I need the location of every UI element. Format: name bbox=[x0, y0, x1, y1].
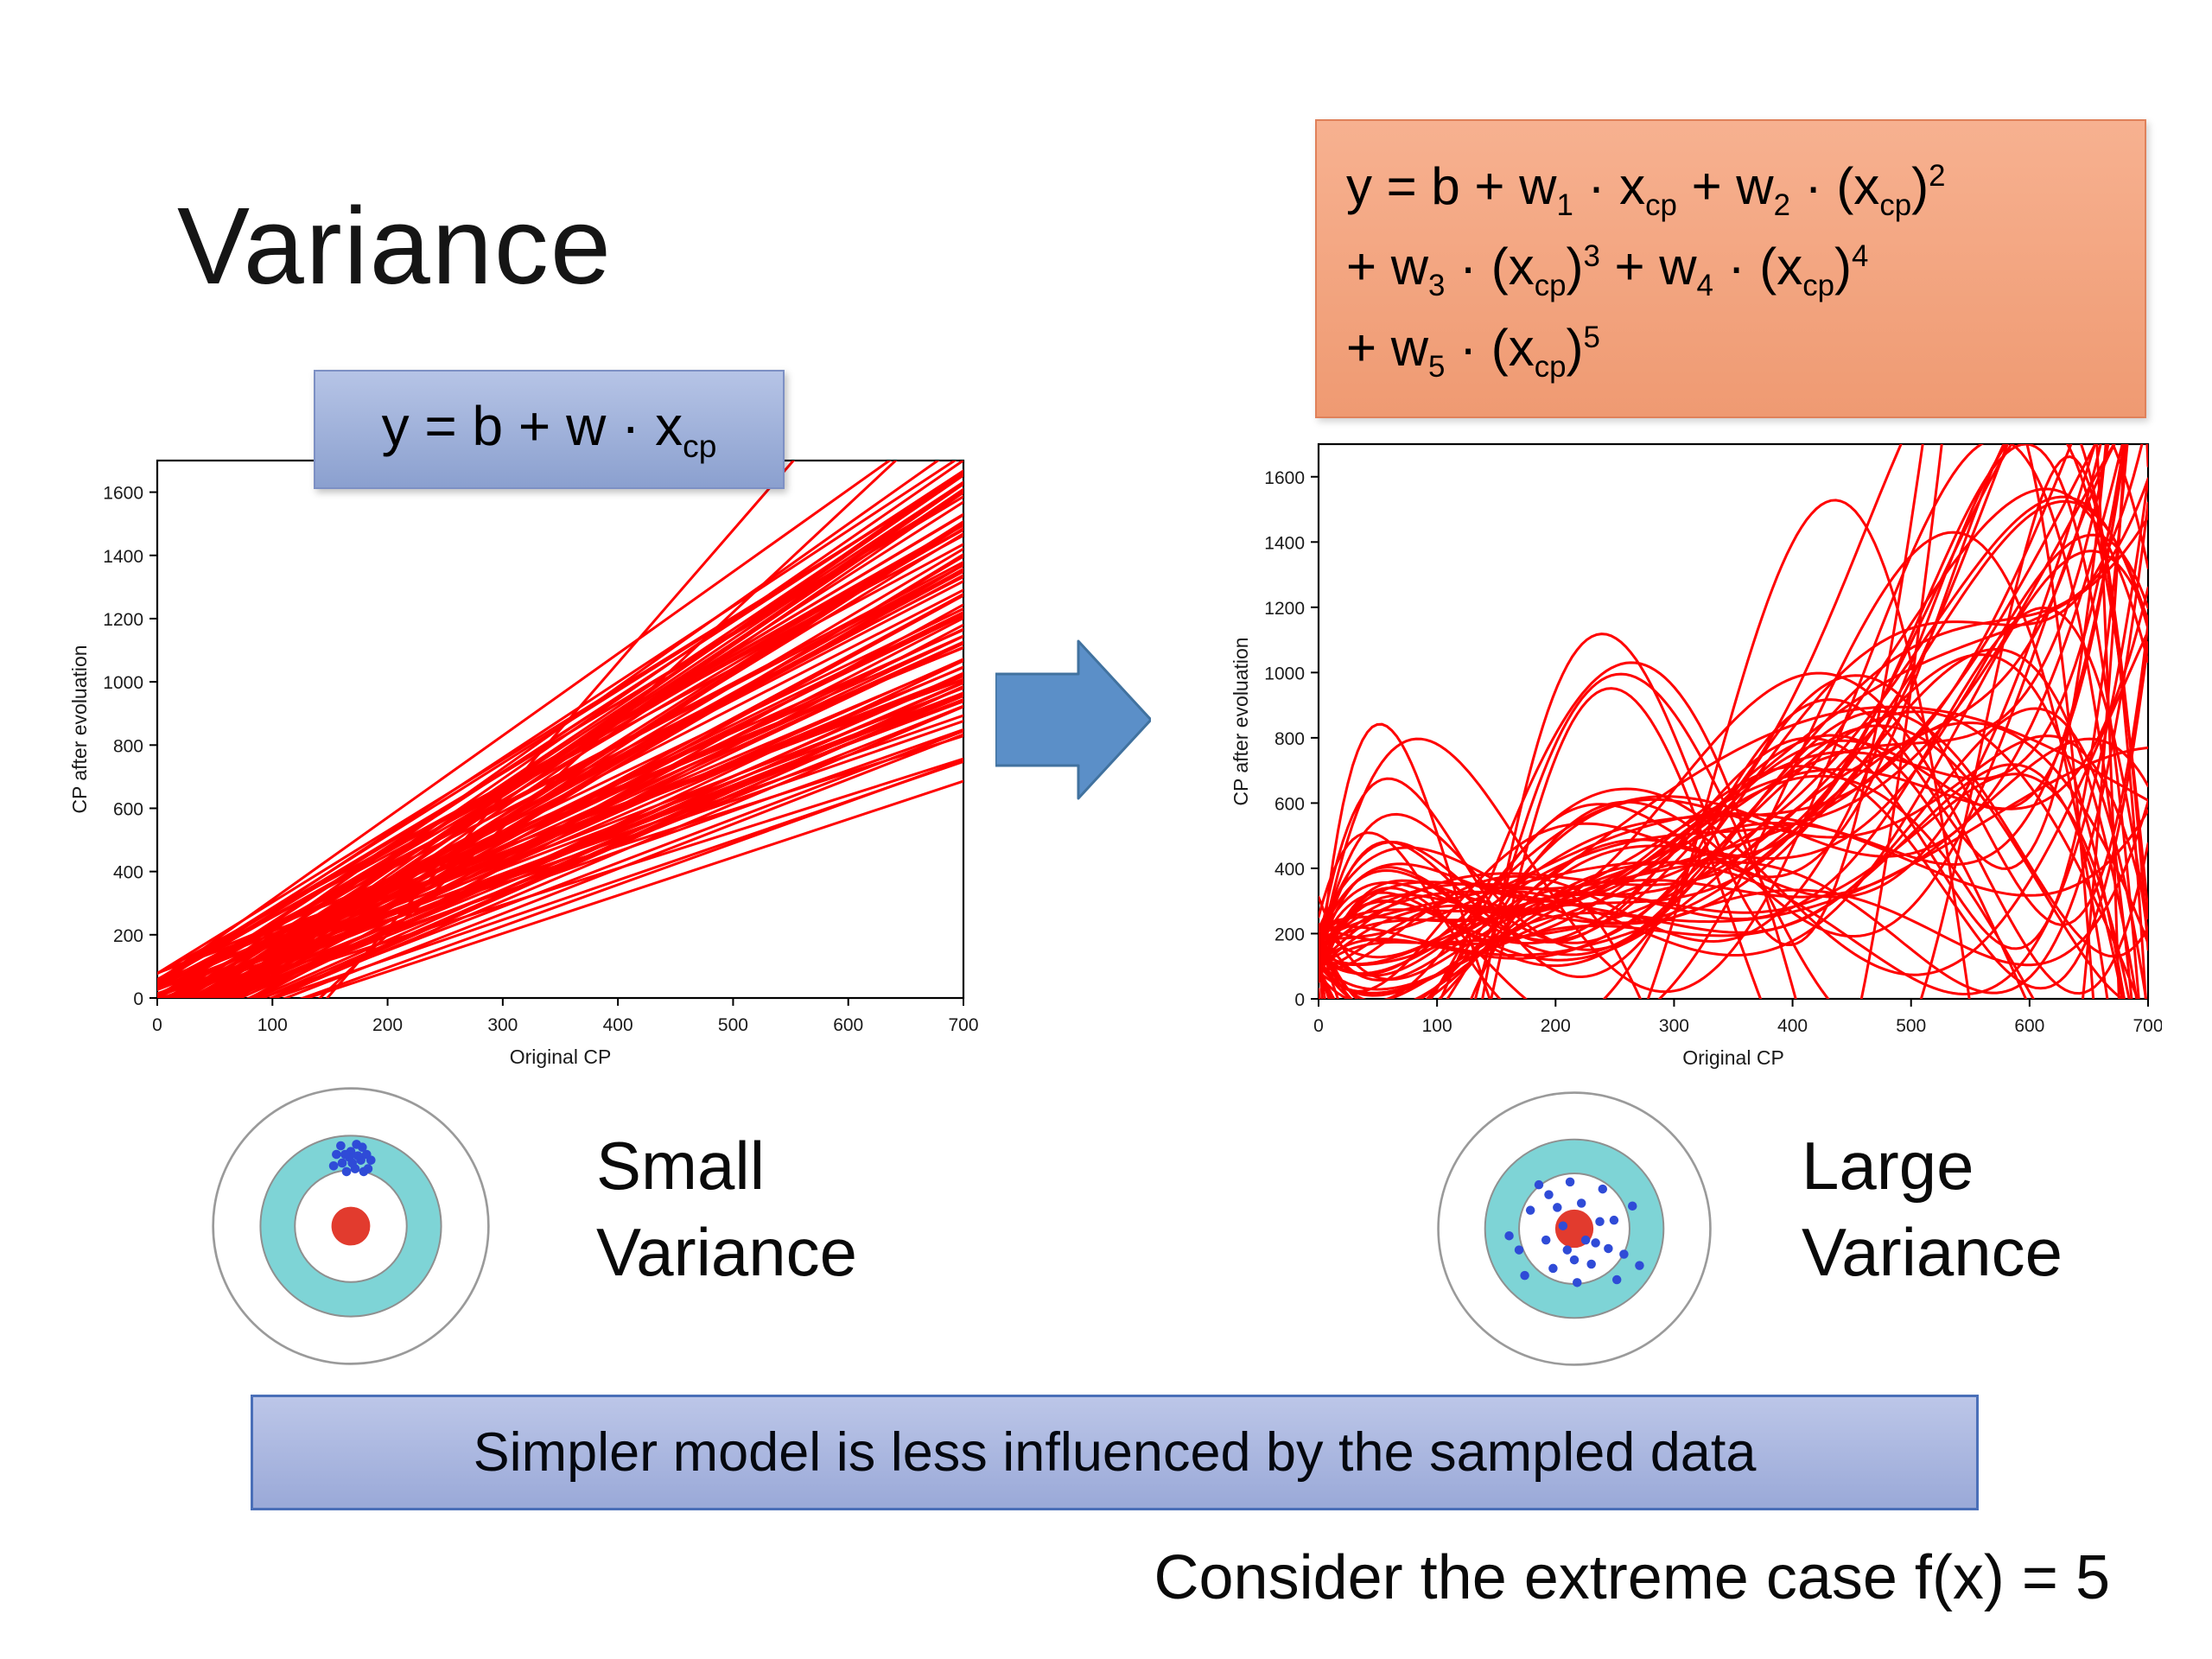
bullseye-large-canvas bbox=[1437, 1091, 1712, 1366]
small-variance-chart: 0 100 200 300 400 500 600 700 0 200 400 600 800 1000 1… bbox=[43, 435, 985, 1084]
conclusion-banner-text: Simpler model is less influenced by the … bbox=[473, 1422, 1757, 1483]
svg-text:600: 600 bbox=[833, 1015, 863, 1035]
svg-text:1600: 1600 bbox=[1264, 468, 1305, 488]
svg-text:CP after evoluation: CP after evoluation bbox=[1230, 637, 1252, 805]
svg-text:500: 500 bbox=[718, 1015, 748, 1035]
svg-text:Original CP: Original CP bbox=[1682, 1046, 1784, 1069]
page-title: Variance bbox=[177, 185, 613, 307]
svg-text:1400: 1400 bbox=[103, 547, 143, 567]
svg-text:800: 800 bbox=[113, 736, 143, 756]
svg-text:100: 100 bbox=[257, 1015, 288, 1035]
large-variance-chart: 0 100 200 300 400 500 600 700 0 200 400 600 800 1000 1… bbox=[1201, 420, 2162, 1078]
svg-text:0: 0 bbox=[1294, 990, 1305, 1010]
svg-text:1000: 1000 bbox=[1264, 664, 1305, 683]
svg-text:200: 200 bbox=[113, 926, 143, 946]
svg-text:700: 700 bbox=[2133, 1016, 2162, 1036]
small-variance-label: Small Variance bbox=[596, 1123, 857, 1296]
small-variance-label-line2: Variance bbox=[596, 1213, 858, 1290]
right-arrow-shape bbox=[995, 639, 1151, 800]
svg-text:600: 600 bbox=[2014, 1016, 2044, 1036]
svg-text:400: 400 bbox=[1777, 1016, 1808, 1036]
svg-text:200: 200 bbox=[1274, 925, 1305, 944]
svg-text:200: 200 bbox=[372, 1015, 403, 1035]
svg-text:1400: 1400 bbox=[1264, 533, 1305, 553]
svg-text:Original CP: Original CP bbox=[510, 1046, 612, 1068]
svg-text:1200: 1200 bbox=[103, 610, 143, 630]
svg-text:400: 400 bbox=[1274, 860, 1305, 880]
polynomial-formula-line-1: y = b + w1 · xcp + w2 · (xcp)2 bbox=[1346, 157, 1946, 223]
polynomial-formula-line-2: + w3 · (xcp)3 + w4 · (xcp)4 bbox=[1346, 238, 1869, 303]
svg-text:0: 0 bbox=[1313, 1016, 1324, 1036]
svg-text:0: 0 bbox=[152, 1015, 162, 1035]
right-arrow-icon bbox=[995, 607, 1151, 833]
linear-model-formula: y = b + w · xcp bbox=[381, 395, 717, 464]
svg-text:500: 500 bbox=[1896, 1016, 1926, 1036]
svg-text:400: 400 bbox=[113, 863, 143, 883]
svg-text:0: 0 bbox=[133, 989, 143, 1009]
svg-text:600: 600 bbox=[113, 799, 143, 819]
large-variance-label: Large Variance bbox=[1802, 1123, 2063, 1296]
footnote-text: Consider the extreme case f(x) = 5 bbox=[1154, 1543, 2110, 1612]
svg-text:CP after evoluation: CP after evoluation bbox=[68, 645, 91, 813]
svg-text:100: 100 bbox=[1422, 1016, 1452, 1036]
svg-text:400: 400 bbox=[603, 1015, 633, 1035]
bullseye-small-variance bbox=[207, 1083, 494, 1370]
conclusion-banner: Simpler model is less influenced by the … bbox=[251, 1395, 1979, 1510]
svg-text:1000: 1000 bbox=[103, 673, 143, 693]
svg-text:700: 700 bbox=[948, 1015, 978, 1035]
small-variance-chart-canvas: 0 100 200 300 400 500 600 700 0 200 400 600 800 1000 1… bbox=[68, 459, 979, 1068]
bullseye-small-canvas bbox=[212, 1087, 490, 1365]
bullseye-large-variance bbox=[1433, 1087, 1716, 1370]
svg-text:200: 200 bbox=[1541, 1016, 1571, 1036]
large-variance-chart-canvas: 0 100 200 300 400 500 600 700 0 200 400 600 800 1000 1… bbox=[1230, 442, 2162, 1069]
polynomial-formula-line-3: + w5 · (xcp)5 bbox=[1346, 318, 1600, 384]
svg-text:800: 800 bbox=[1274, 729, 1305, 749]
svg-text:600: 600 bbox=[1274, 794, 1305, 814]
svg-text:1600: 1600 bbox=[103, 484, 143, 504]
svg-text:300: 300 bbox=[1659, 1016, 1689, 1036]
small-variance-label-line1: Small bbox=[596, 1128, 766, 1204]
large-variance-label-line2: Variance bbox=[1802, 1213, 2063, 1290]
polynomial-model-formula-box: y = b + w1 · xcp + w2 · (xcp)2 + w3 · (x… bbox=[1315, 119, 2146, 418]
svg-text:1200: 1200 bbox=[1264, 599, 1305, 619]
linear-model-formula-box: y = b + w · xcp bbox=[314, 370, 785, 489]
large-variance-label-line1: Large bbox=[1802, 1128, 1974, 1204]
svg-text:300: 300 bbox=[487, 1015, 518, 1035]
